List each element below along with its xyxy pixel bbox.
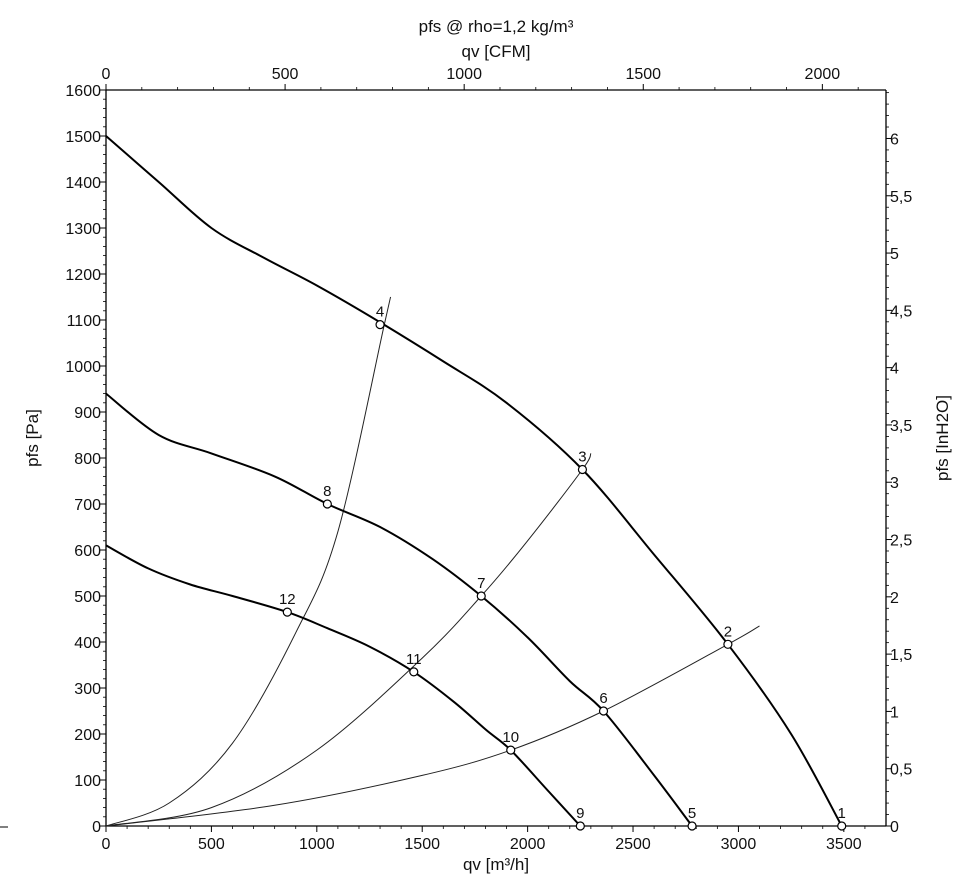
- y-tick-label: 1500: [65, 129, 101, 146]
- operating-point-6: [598, 706, 609, 716]
- y-right-tick-label: 3,5: [890, 418, 912, 435]
- y-tick-label: 1100: [67, 313, 102, 330]
- y-right-tick-label: 5: [890, 246, 899, 263]
- x-top-axis-title: qv [CFM]: [462, 42, 531, 61]
- operating-point-label: 9: [576, 805, 584, 822]
- x-tick-label: 0: [102, 836, 111, 853]
- y-tick-label: 1000: [65, 359, 101, 376]
- operating-point-label: 3: [578, 449, 586, 466]
- y-right-tick-label: 3: [890, 475, 899, 492]
- y-right-tick-label: 0: [890, 819, 899, 836]
- y-tick-label: 1400: [65, 175, 101, 192]
- y-right-tick-label: 0,5: [890, 762, 912, 779]
- operating-point-label: 7: [477, 575, 485, 592]
- y-tick-label: 700: [74, 497, 101, 514]
- operating-point-10: [506, 745, 516, 755]
- operating-point-7: [476, 591, 486, 601]
- y-tick-label: 500: [74, 589, 101, 606]
- y-right-tick-label: 1: [890, 704, 899, 721]
- y-right-tick-label: 5,5: [890, 189, 912, 206]
- y-right-tick-label: 4,5: [890, 303, 912, 320]
- x-top-tick-label: 2000: [805, 66, 841, 83]
- x-tick-label: 2000: [510, 836, 546, 853]
- operating-point-label: 10: [502, 729, 519, 746]
- operating-point-label: 6: [599, 690, 607, 707]
- y-tick-label: 1300: [65, 221, 101, 238]
- operating-point-5: [687, 821, 697, 831]
- x-tick-label: 3000: [721, 836, 757, 853]
- operating-point-label: 5: [688, 805, 696, 822]
- chart-title: pfs @ rho=1,2 kg/m³: [419, 17, 574, 36]
- fan-curve-1: [105, 135, 843, 827]
- operating-point-2: [723, 639, 733, 649]
- operating-point-1: [837, 821, 847, 831]
- y-tick-label: 400: [74, 635, 101, 652]
- system-curve-1: [105, 296, 392, 827]
- x-tick-label: 1500: [404, 836, 440, 853]
- x-top-tick-label: 500: [272, 66, 299, 83]
- y-tick-label: 300: [74, 681, 101, 698]
- x-tick-label: 500: [198, 836, 225, 853]
- y-axis-title: pfs [Pa]: [23, 409, 42, 467]
- operating-point-12: [282, 607, 292, 617]
- y-right-tick-label: 2: [890, 590, 899, 607]
- x-top-tick-label: 1500: [625, 66, 661, 83]
- y-right-tick-label: 1,5: [890, 647, 912, 664]
- operating-point-9: [575, 821, 585, 831]
- x-tick-label: 2500: [615, 836, 651, 853]
- operating-point-label: 1: [838, 805, 846, 822]
- operating-point-label: 4: [376, 304, 384, 321]
- y-tick-label: 200: [74, 727, 101, 744]
- operating-point-11: [409, 667, 419, 677]
- y-tick-label: 900: [74, 405, 101, 422]
- operating-point-label: 2: [724, 623, 732, 640]
- system-curve-2: [105, 453, 592, 827]
- y-tick-label: 800: [74, 451, 101, 468]
- y-tick-label: 1200: [65, 267, 101, 284]
- y-tick-label: 600: [74, 543, 101, 560]
- x-tick-label: 3500: [826, 836, 862, 853]
- operating-point-label: 8: [323, 483, 331, 500]
- operating-point-label: 12: [279, 591, 296, 608]
- y-tick-label: 1600: [65, 83, 101, 100]
- x-top-tick-label: 0: [102, 66, 111, 83]
- y-right-axis-title: pfs [InH2O]: [933, 395, 952, 481]
- y-right-tick-label: 4: [890, 361, 899, 378]
- y-tick-label: 100: [74, 773, 101, 790]
- x-axis-title: qv [m³/h]: [463, 855, 529, 874]
- operating-point-8: [322, 499, 332, 509]
- x-top-tick-label: 1000: [446, 66, 482, 83]
- operating-point-label: 11: [406, 651, 422, 668]
- operating-point-4: [375, 320, 385, 330]
- y-right-tick-label: 6: [890, 131, 899, 148]
- operating-point-3: [577, 464, 588, 475]
- y-right-tick-label: 2,5: [890, 533, 912, 550]
- y-tick-label: 0: [92, 819, 101, 836]
- x-tick-label: 1000: [299, 836, 335, 853]
- system-curve-3: [105, 625, 760, 827]
